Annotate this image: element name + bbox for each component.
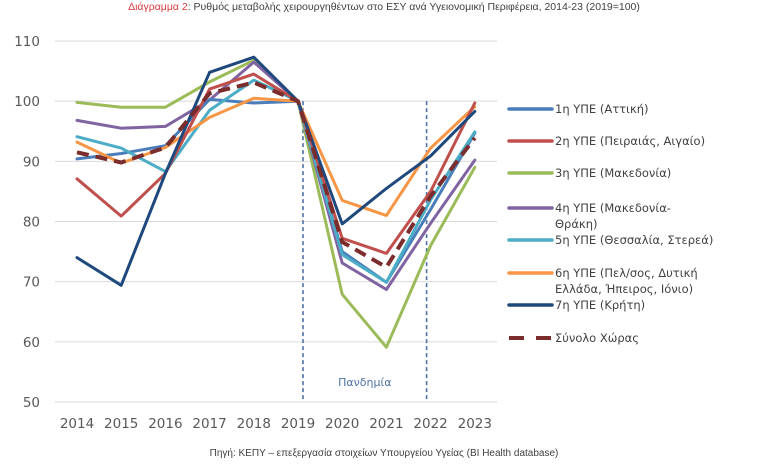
chart-title: Διάγραμμα 2: Ρυθμός μεταβολής χειρουργηθ… — [0, 1, 768, 13]
x-axis-ticks: 2014 2015 2016 2017 2018 2019 2020 2021 2022 2023 — [60, 416, 492, 432]
series-line-5 — [75, 78, 477, 284]
legend-label: 5η ΥΠΕ (Θεσσαλία, Στερεά) — [555, 233, 713, 247]
x-tick-label: 2020 — [325, 416, 359, 432]
source-note: Πηγή: ΚΕΠΥ – επεξεργασία στοιχείων Υπουρ… — [209, 448, 559, 459]
legend-item: 1η ΥΠΕ (Αττική) — [507, 102, 649, 116]
series-line-7 — [75, 55, 477, 287]
legend-label: 7η ΥΠΕ (Κρήτη) — [555, 298, 645, 312]
y-tick-label: 60 — [23, 335, 40, 351]
x-tick-label: 2015 — [104, 416, 138, 432]
legend-label: 6η ΥΠΕ (Πελ/σος, Δυτική — [555, 266, 698, 280]
x-tick-label: 2016 — [148, 416, 182, 432]
y-tick-label: 90 — [23, 154, 40, 170]
x-tick-label: 2022 — [413, 416, 447, 432]
x-tick-label: 2023 — [458, 416, 492, 432]
y-axis-ticks: 50 60 70 80 90 100 110 — [14, 34, 40, 411]
x-tick-label: 2019 — [281, 416, 315, 432]
pandemic-markers: Πανδημία — [302, 101, 428, 400]
series-line-2 — [75, 72, 477, 255]
legend: 1η ΥΠΕ (Αττική) 2η ΥΠΕ (Πειραιάς, Αιγαίο)… — [507, 102, 713, 345]
series-lines — [75, 55, 477, 349]
y-tick-label: 100 — [14, 94, 40, 110]
x-tick-label: 2017 — [192, 416, 226, 432]
legend-item: 5η ΥΠΕ (Θεσσαλία, Στερεά) — [507, 233, 713, 247]
x-tick-label: 2014 — [60, 416, 94, 432]
legend-label: Σύνολο Χώρας — [555, 331, 639, 345]
legend-label: Ελλάδα, Ήπειρος, Ιόνιο) — [555, 282, 693, 296]
x-tick-label: 2018 — [237, 416, 271, 432]
legend-label: 4η ΥΠΕ (Μακεδονία- — [555, 201, 671, 215]
legend-label: 3η ΥΠΕ (Μακεδονία) — [555, 166, 671, 180]
legend-item: 3η ΥΠΕ (Μακεδονία) — [507, 166, 671, 180]
legend-item: Σύνολο Χώρας — [509, 331, 639, 345]
legend-label: 2η ΥΠΕ (Πειραιάς, Αιγαίο) — [555, 134, 705, 148]
series-line-8 — [76, 80, 477, 270]
y-tick-label: 110 — [14, 34, 40, 50]
chart-title-text: : Ρυθμός μεταβολής χειρουργηθέντων στο Ε… — [187, 1, 640, 13]
series-line-1 — [75, 97, 477, 284]
legend-label: 1η ΥΠΕ (Αττική) — [555, 102, 649, 116]
chart-title-prefix: Διάγραμμα 2 — [128, 1, 188, 13]
legend-item: 4η ΥΠΕ (Μακεδονία- Θράκη) — [507, 201, 671, 231]
y-tick-label: 50 — [23, 395, 40, 411]
legend-item: 6η ΥΠΕ (Πελ/σος, Δυτική Ελλάδα, Ήπειρος, … — [507, 266, 698, 296]
y-tick-label: 80 — [23, 215, 40, 231]
legend-item: 7η ΥΠΕ (Κρήτη) — [507, 298, 645, 312]
legend-label: Θράκη) — [555, 217, 598, 231]
legend-item: 2η ΥΠΕ (Πειραιάς, Αιγαίο) — [507, 134, 705, 148]
x-tick-label: 2021 — [369, 416, 403, 432]
series-line-4 — [75, 60, 477, 291]
y-tick-label: 70 — [23, 275, 40, 291]
pandemic-label: Πανδημία — [338, 376, 391, 389]
